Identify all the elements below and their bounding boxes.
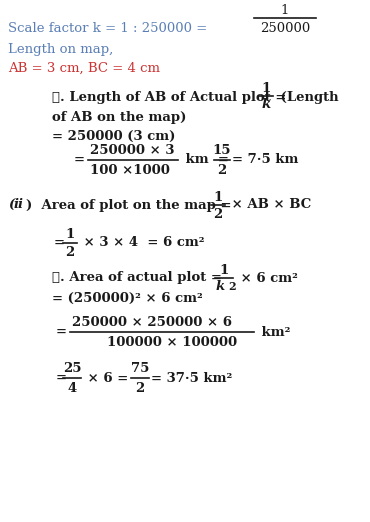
Text: 15: 15 (213, 145, 231, 158)
Text: 1: 1 (261, 82, 270, 96)
Text: =: = (74, 153, 85, 167)
Text: 1: 1 (65, 229, 75, 242)
Text: 25: 25 (63, 362, 81, 375)
Text: 2: 2 (213, 208, 223, 220)
Text: =: = (56, 372, 67, 385)
Text: 2: 2 (218, 163, 226, 176)
Text: 1: 1 (219, 264, 229, 277)
Text: =: = (56, 326, 67, 338)
Text: × 6 =: × 6 = (83, 372, 133, 385)
Text: AB = 3 cm, BC = 4 cm: AB = 3 cm, BC = 4 cm (8, 62, 160, 75)
Text: 100 ×1000: 100 ×1000 (90, 163, 170, 176)
Text: of AB on the map): of AB on the map) (52, 111, 186, 124)
Text: )  Area of plot on the map =: ) Area of plot on the map = (26, 198, 232, 211)
Text: (Length: (Length (276, 90, 339, 103)
Text: 2: 2 (65, 245, 75, 258)
Text: 2: 2 (135, 382, 145, 395)
Text: 250000 × 250000 × 6: 250000 × 250000 × 6 (72, 316, 232, 329)
Text: k: k (262, 99, 270, 112)
Text: × AB × BC: × AB × BC (227, 198, 311, 211)
Text: km  =: km = (181, 153, 229, 167)
Text: = (250000)² × 6 cm²: = (250000)² × 6 cm² (52, 291, 203, 304)
Text: = 250000 (3 cm): = 250000 (3 cm) (52, 129, 175, 143)
Text: 75: 75 (131, 362, 149, 375)
Text: 1: 1 (213, 191, 223, 204)
Text: km²: km² (257, 326, 290, 338)
Text: Scale factor k = 1 : 250000 =: Scale factor k = 1 : 250000 = (8, 21, 212, 34)
Text: ∴. Area of actual plot =: ∴. Area of actual plot = (52, 271, 226, 284)
Text: 4: 4 (67, 382, 77, 395)
Text: 250000 × 3: 250000 × 3 (90, 145, 175, 158)
Text: (: ( (8, 198, 14, 211)
Text: = 7·5 km: = 7·5 km (232, 153, 298, 167)
Text: × 6 cm²: × 6 cm² (236, 271, 298, 284)
Text: k: k (215, 280, 225, 293)
Text: ii: ii (14, 198, 24, 211)
Text: Length on map,: Length on map, (8, 43, 113, 56)
Text: ∴. Length of AB of Actual plot =: ∴. Length of AB of Actual plot = (52, 90, 291, 103)
Text: 100000 × 100000: 100000 × 100000 (107, 336, 237, 349)
Text: 2: 2 (228, 281, 236, 292)
Text: =: = (54, 236, 65, 250)
Text: 250000: 250000 (260, 21, 310, 34)
Text: × 3 × 4  = 6 cm²: × 3 × 4 = 6 cm² (79, 236, 205, 250)
Text: 1: 1 (281, 4, 289, 17)
Text: = 37·5 km²: = 37·5 km² (151, 372, 232, 385)
